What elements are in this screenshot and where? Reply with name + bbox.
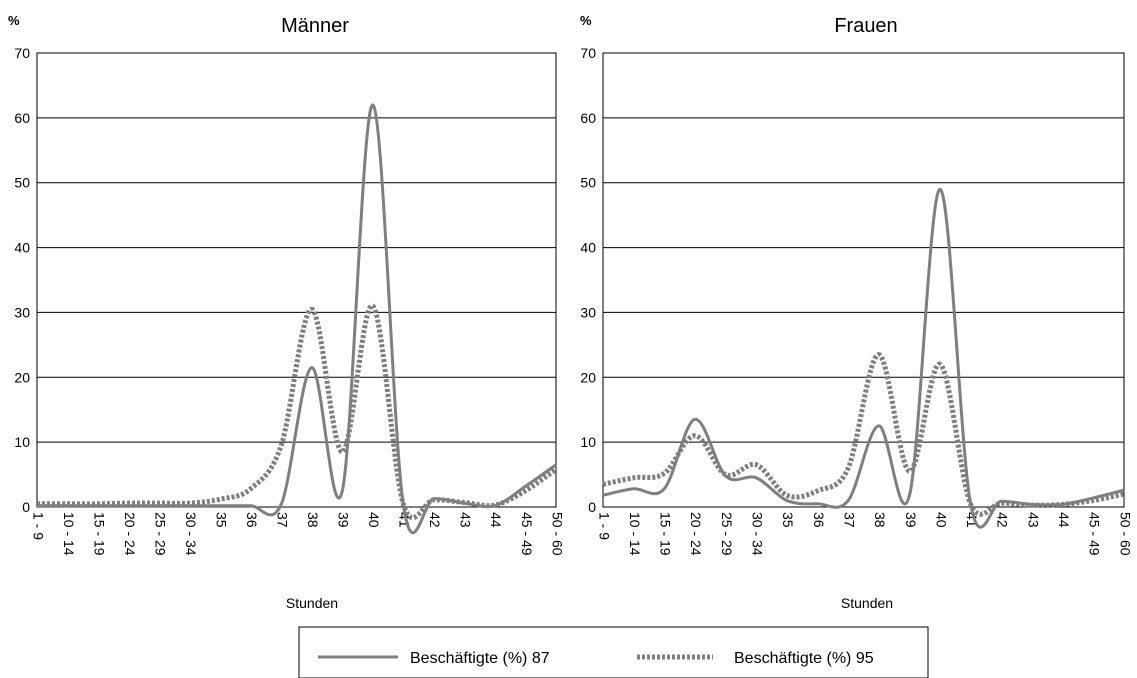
chart-title-maenner: Männer [281, 15, 349, 37]
y-tick-label: 40 [14, 240, 30, 256]
legend-label-95: Beschäftigte (%) 95 [734, 650, 874, 667]
x-tick-label: 50 - 60 [549, 512, 565, 556]
x-tick-label: 40 [366, 512, 382, 528]
chart-panel-frauen: % Frauen Stunden 0 10 20 30 40 50 60 70 1 - 9 10… [580, 13, 1133, 611]
x-tick-label: 44 [1056, 512, 1072, 528]
x-tick-label: 1 - 9 [596, 512, 612, 540]
x-tick-label: 15 - 19 [658, 512, 674, 556]
legend-box [298, 626, 929, 678]
series-line-87-frauen [602, 187, 1125, 529]
x-tick-label: 25 - 29 [152, 512, 168, 556]
x-tick-label: 45 - 49 [1087, 512, 1103, 556]
gridlines-frauen [603, 52, 1124, 508]
x-tick-label: 15 - 19 [91, 512, 107, 556]
gridlines-maenner [37, 52, 556, 508]
x-tick-label: 40 [933, 512, 949, 528]
x-axis-label-maenner: Stunden [286, 595, 338, 611]
x-tick-labels-frauen: 1 - 9 10 - 14 15 - 19 20 - 24 25 - 29 30 - 34… [596, 512, 1133, 556]
y-tick-labels-frauen: 0 10 20 30 40 50 60 70 [580, 45, 596, 515]
x-tick-label: 39 [903, 512, 919, 528]
x-tick-label: 37 [841, 512, 857, 528]
x-tick-label: 39 [336, 512, 352, 528]
y-tick-label: 10 [14, 434, 30, 450]
series-line-87-maenner [37, 103, 557, 535]
y-tick-label: 60 [14, 110, 30, 126]
chart-title-frauen: Frauen [834, 15, 897, 37]
x-tick-label: 42 [427, 512, 443, 528]
x-tick-label: 50 - 60 [1117, 512, 1133, 556]
x-tick-label: 20 - 24 [688, 512, 704, 556]
x-tick-label: 38 [305, 512, 321, 528]
x-tick-label: 44 [488, 512, 504, 528]
x-tick-label: 36 [244, 512, 260, 528]
y-unit-label-maenner: % [8, 13, 20, 28]
x-tick-label: 10 - 14 [627, 512, 643, 556]
x-tick-label: 35 [780, 512, 796, 528]
y-tick-label: 70 [580, 45, 596, 61]
y-tick-label: 50 [580, 175, 596, 191]
x-tick-label: 38 [872, 512, 888, 528]
x-tick-label: 20 - 24 [122, 512, 138, 556]
y-tick-label: 10 [580, 434, 596, 450]
plot-frame-frauen [602, 52, 1125, 508]
y-tick-label: 20 [14, 369, 30, 385]
chart-panel-maenner: % Männer Stunden 0 10 20 30 40 50 60 70 1 - 9 10… [8, 13, 565, 611]
x-tick-label: 35 [213, 512, 229, 528]
x-tick-label: 30 - 34 [183, 512, 199, 556]
series-lines-maenner [37, 103, 558, 535]
x-tick-label: 45 - 49 [519, 512, 535, 556]
legend-label-87: Beschäftigte (%) 87 [410, 650, 550, 667]
series-line-95-maenner [37, 303, 558, 521]
x-tick-labels-maenner: 1 - 9 10 - 14 15 - 19 20 - 24 25 - 29 30 - 34… [30, 512, 565, 556]
x-tick-label: 1 - 9 [30, 512, 46, 540]
chart-legend: Beschäftigte (%) 87 Beschäftigte (%) 95 [298, 626, 929, 678]
plot-frame-maenner [36, 52, 557, 508]
y-tick-label: 50 [14, 175, 30, 191]
y-unit-label-frauen: % [580, 13, 592, 28]
y-tick-label: 0 [22, 499, 30, 515]
x-tick-label: 37 [275, 512, 291, 528]
y-tick-label: 0 [588, 499, 596, 515]
y-tick-label: 30 [14, 304, 30, 320]
x-tick-label: 25 - 29 [719, 512, 735, 556]
series-lines-frauen [602, 187, 1125, 529]
x-tick-label: 10 - 14 [61, 512, 77, 556]
x-tick-label: 30 - 34 [750, 512, 766, 556]
x-tick-label: 43 [1025, 512, 1041, 528]
x-tick-label: 42 [995, 512, 1011, 528]
y-tick-label: 20 [580, 369, 596, 385]
y-tick-label: 40 [580, 240, 596, 256]
x-axis-label-frauen: Stunden [841, 595, 893, 611]
y-tick-label: 60 [580, 110, 596, 126]
x-tick-label: 36 [811, 512, 827, 528]
y-tick-labels-maenner: 0 10 20 30 40 50 60 70 [14, 45, 30, 515]
y-tick-label: 70 [14, 45, 30, 61]
y-tick-label: 30 [580, 304, 596, 320]
x-tick-label: 43 [458, 512, 474, 528]
series-line-95-frauen [602, 352, 1125, 517]
